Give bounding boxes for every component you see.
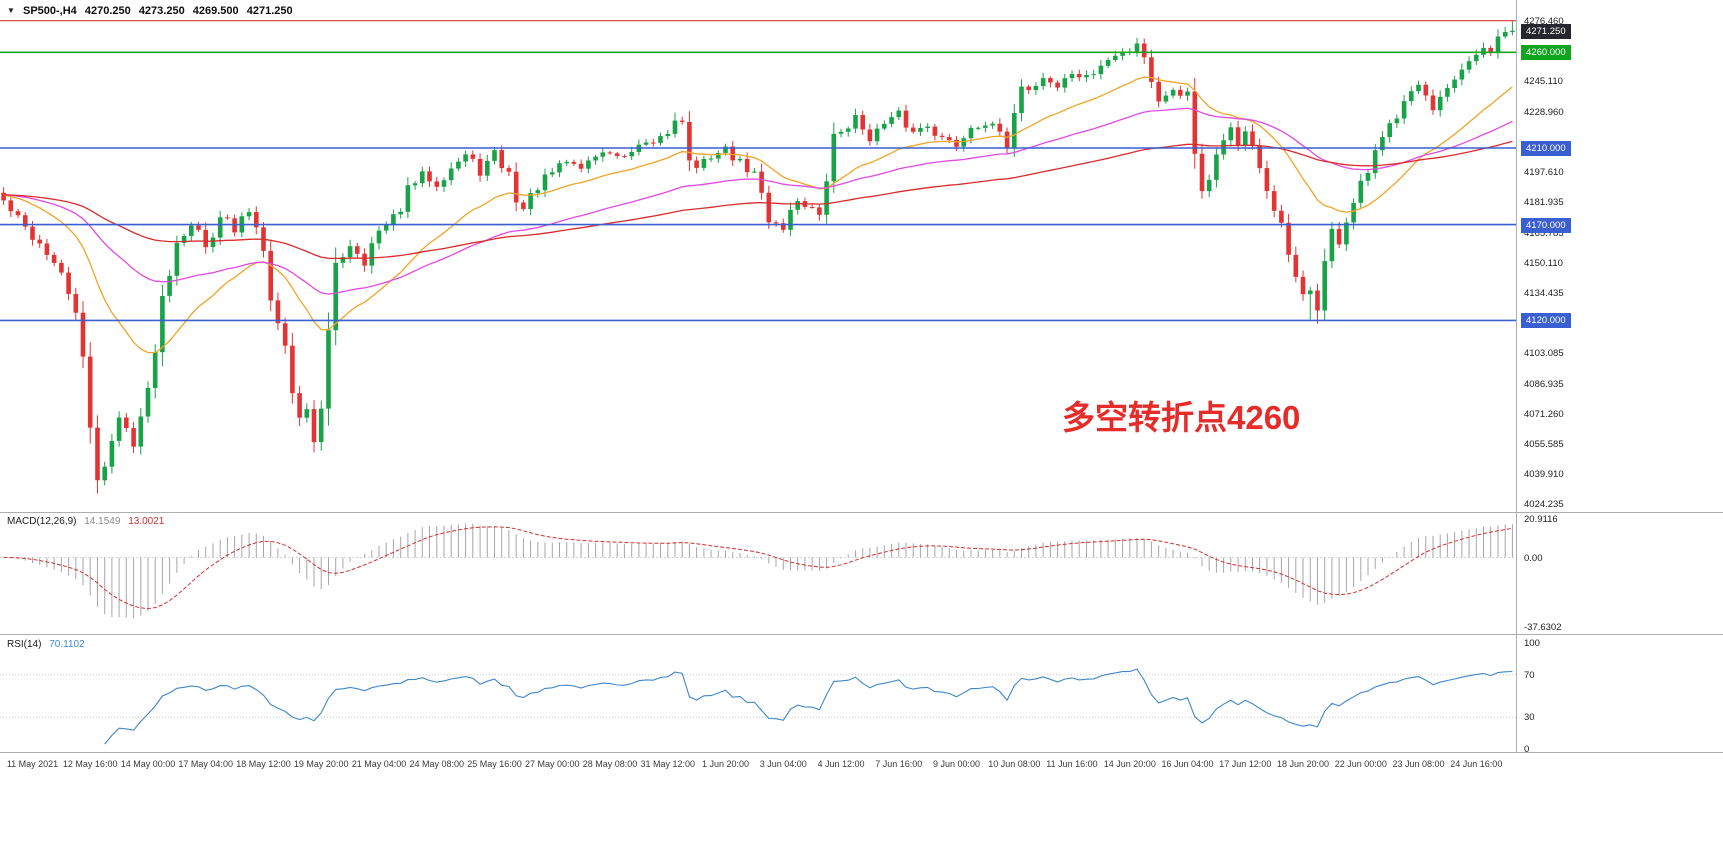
time-tick-label: 14 Jun 20:00 [1103,759,1156,769]
rsi-tick-label: 0 [1524,744,1530,755]
time-tick-label: 7 Jun 16:00 [875,759,923,769]
time-tick-label: 22 Jun 00:00 [1334,759,1387,769]
price-tick-label: 4181.935 [1524,196,1564,208]
scale-separator[interactable] [1516,0,1517,753]
time-tick-label: 9 Jun 00:00 [932,759,981,769]
time-tick-label: 4 Jun 12:00 [817,759,865,769]
rsi-tick-label: 100 [1524,638,1540,649]
collapse-triangle-icon[interactable]: ▼ [7,6,15,15]
time-tick-label: 24 Jun 16:00 [1450,759,1503,769]
time-tick-label: 19 May 20:00 [293,759,349,769]
price-level-badge: 4170.000 [1521,217,1571,233]
current-price-badge: 4271.250 [1521,23,1571,39]
low-value: 4269.500 [192,5,239,17]
time-tick-label: 23 Jun 08:00 [1392,759,1445,769]
time-tick-label: 11 Jun 16:00 [1046,759,1098,769]
price-tick-label: 4165.785 [1524,227,1564,239]
macd-signal-line [3,526,1513,610]
price-tick-label: 4086.935 [1524,378,1564,390]
time-tick-label: 10 Jun 08:00 [988,759,1041,769]
time-axis[interactable]: 11 May 2021 12 May 16:00 14 May 00:00 17 Ma… [0,753,1723,783]
panel-separator[interactable] [0,512,1723,513]
price-level-badge: 4120.000 [1521,313,1571,329]
time-tick-label: 27 May 00:00 [525,759,580,769]
annotation-text: 多空转折点4260 [1062,399,1301,436]
price-level-badge: 4210.000 [1521,141,1571,156]
price-tick-label: 4150.110 [1524,257,1563,269]
price-tick-label: 4245.110 [1524,75,1563,87]
moving-averages-group [3,76,1513,354]
time-tick-label: 28 May 08:00 [582,759,638,769]
price-tick-label: 4024.235 [1524,498,1564,510]
price-tick-label: 4039.910 [1524,468,1564,480]
price-tick-label: 4228.960 [1524,106,1564,118]
symbol-timeframe-label: SP500-,H4 [22,5,77,17]
price-tick-label: 4197.610 [1524,166,1564,178]
time-tick-label: 24 May 08:00 [409,759,465,769]
rsi-line [104,668,1513,745]
macd-tick-label: -37.6302 [1524,621,1562,633]
time-tick-label: 18 Jun 20:00 [1276,759,1330,769]
time-tick-label: 31 May 12:00 [640,759,696,769]
rsi-value: 70.1102 [49,639,85,650]
ma-slow-line [3,140,1513,260]
open-value: 4270.250 [84,5,131,17]
macd-tick-label: 20.9116 [1524,514,1558,525]
time-tick-label: 16 Jun 04:00 [1161,759,1214,769]
rsi-indicator-label: RSI(14) 70.1102 [7,639,90,650]
levels-group [0,20,1516,322]
rsi-group [0,668,1516,745]
macd-indicator-label: MACD(12,26,9) 14.1549 13.0021 [7,516,169,527]
time-tick-label: 17 May 04:00 [178,759,233,769]
price-tick-label: 4103.085 [1524,347,1564,359]
time-tick-label: 18 May 12:00 [236,759,291,769]
macd-tick-label: 0.00 [1524,552,1543,564]
panel-separator[interactable] [0,752,1723,753]
chart-header: ▼ SP500-,H4 4270.250 4273.250 4269.500 4… [7,5,298,17]
high-value: 4273.250 [138,5,185,17]
time-tick-label: 25 May 16:00 [467,759,522,769]
price-tick-label: 4134.435 [1524,287,1564,299]
price-level-badge: 4260.000 [1521,45,1571,61]
ma-mid-line [3,107,1513,295]
macd-main-value: 14.1549 [84,516,121,527]
price-scale[interactable]: 4276.460 4245.110 4228.960 4197.610 4181.935… [1516,0,1723,755]
rsi-tick-label: 30 [1524,712,1535,724]
time-tick-label: 1 Jun 20:00 [701,759,750,769]
close-value: 4271.250 [246,5,293,17]
time-tick-label: 3 Jun 04:00 [759,759,807,769]
rsi-name-label: RSI(14) [7,639,42,650]
price-tick-label: 4071.260 [1524,408,1564,420]
time-tick-label: 14 May 00:00 [120,759,176,769]
time-tick-label: 17 Jun 12:00 [1219,759,1272,769]
macd-signal-value: 13.0021 [128,516,165,527]
time-tick-label: 11 May 2021 [6,759,59,769]
macd-group [0,523,1516,619]
price-tick-label: 4055.585 [1524,438,1564,450]
candles-group [1,21,1515,494]
ma-fast-line [3,76,1513,354]
macd-name-label: MACD(12,26,9) [7,516,77,527]
rsi-tick-label: 70 [1524,669,1535,681]
panel-separator[interactable] [0,634,1723,635]
time-tick-label: 21 May 04:00 [351,759,407,769]
time-tick-label: 12 May 16:00 [62,759,118,769]
price-tick-label: 4276.460 [1524,15,1564,27]
